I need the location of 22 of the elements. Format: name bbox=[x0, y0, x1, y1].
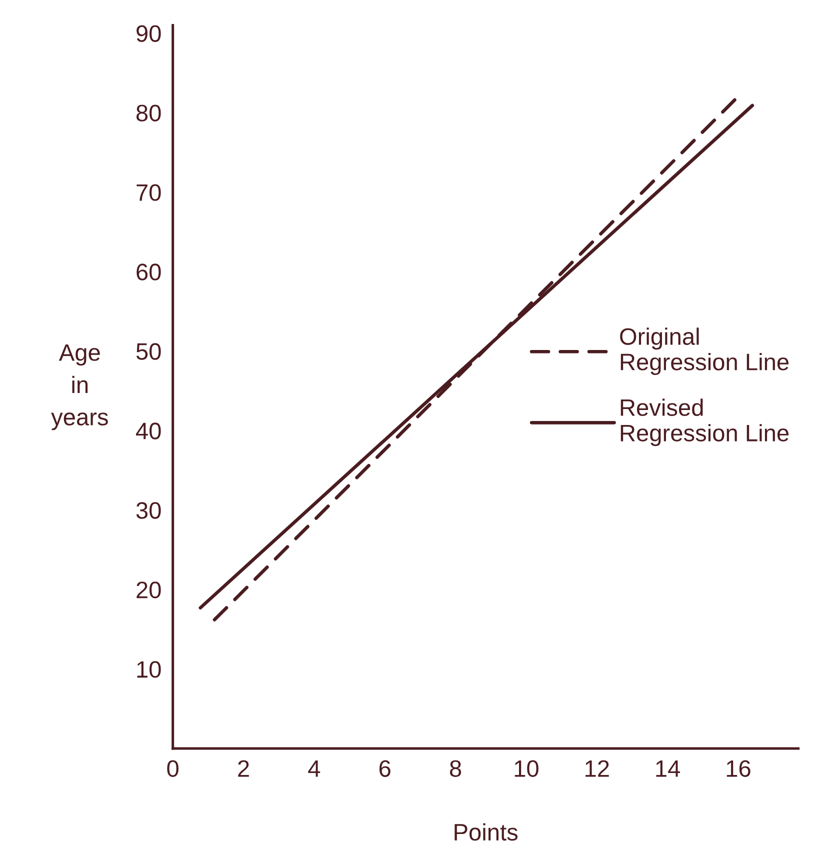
x-tick-label: 10 bbox=[514, 760, 538, 777]
y-tick-label: 60 bbox=[136, 264, 161, 280]
y-tick-label: 50 bbox=[136, 343, 161, 360]
x-tick-label: 6 bbox=[379, 760, 390, 777]
x-tick-label: 14 bbox=[656, 760, 680, 777]
x-tick-label: 4 bbox=[308, 760, 320, 777]
y-tick-label: 80 bbox=[136, 104, 161, 122]
legend-label: Revised Regression Line bbox=[620, 398, 789, 446]
x-tick-label: 8 bbox=[450, 760, 462, 777]
x-tick-label: 12 bbox=[586, 760, 609, 777]
x-axis-title: Points bbox=[454, 823, 518, 841]
y-tick-label: 90 bbox=[136, 25, 161, 42]
y-tick-label: 30 bbox=[136, 502, 161, 519]
y-tick-label: 70 bbox=[136, 184, 161, 201]
y-tick-label: 20 bbox=[136, 582, 161, 598]
x-tick-label: 0 bbox=[167, 760, 178, 777]
y-axis-title: Age in years bbox=[51, 344, 108, 430]
y-tick-label: 40 bbox=[136, 422, 161, 440]
x-tick-label: 2 bbox=[238, 760, 249, 777]
y-tick-label: 10 bbox=[137, 661, 161, 678]
x-tick-label: 16 bbox=[726, 760, 750, 777]
legend-label: Original Regression Line bbox=[620, 328, 789, 376]
